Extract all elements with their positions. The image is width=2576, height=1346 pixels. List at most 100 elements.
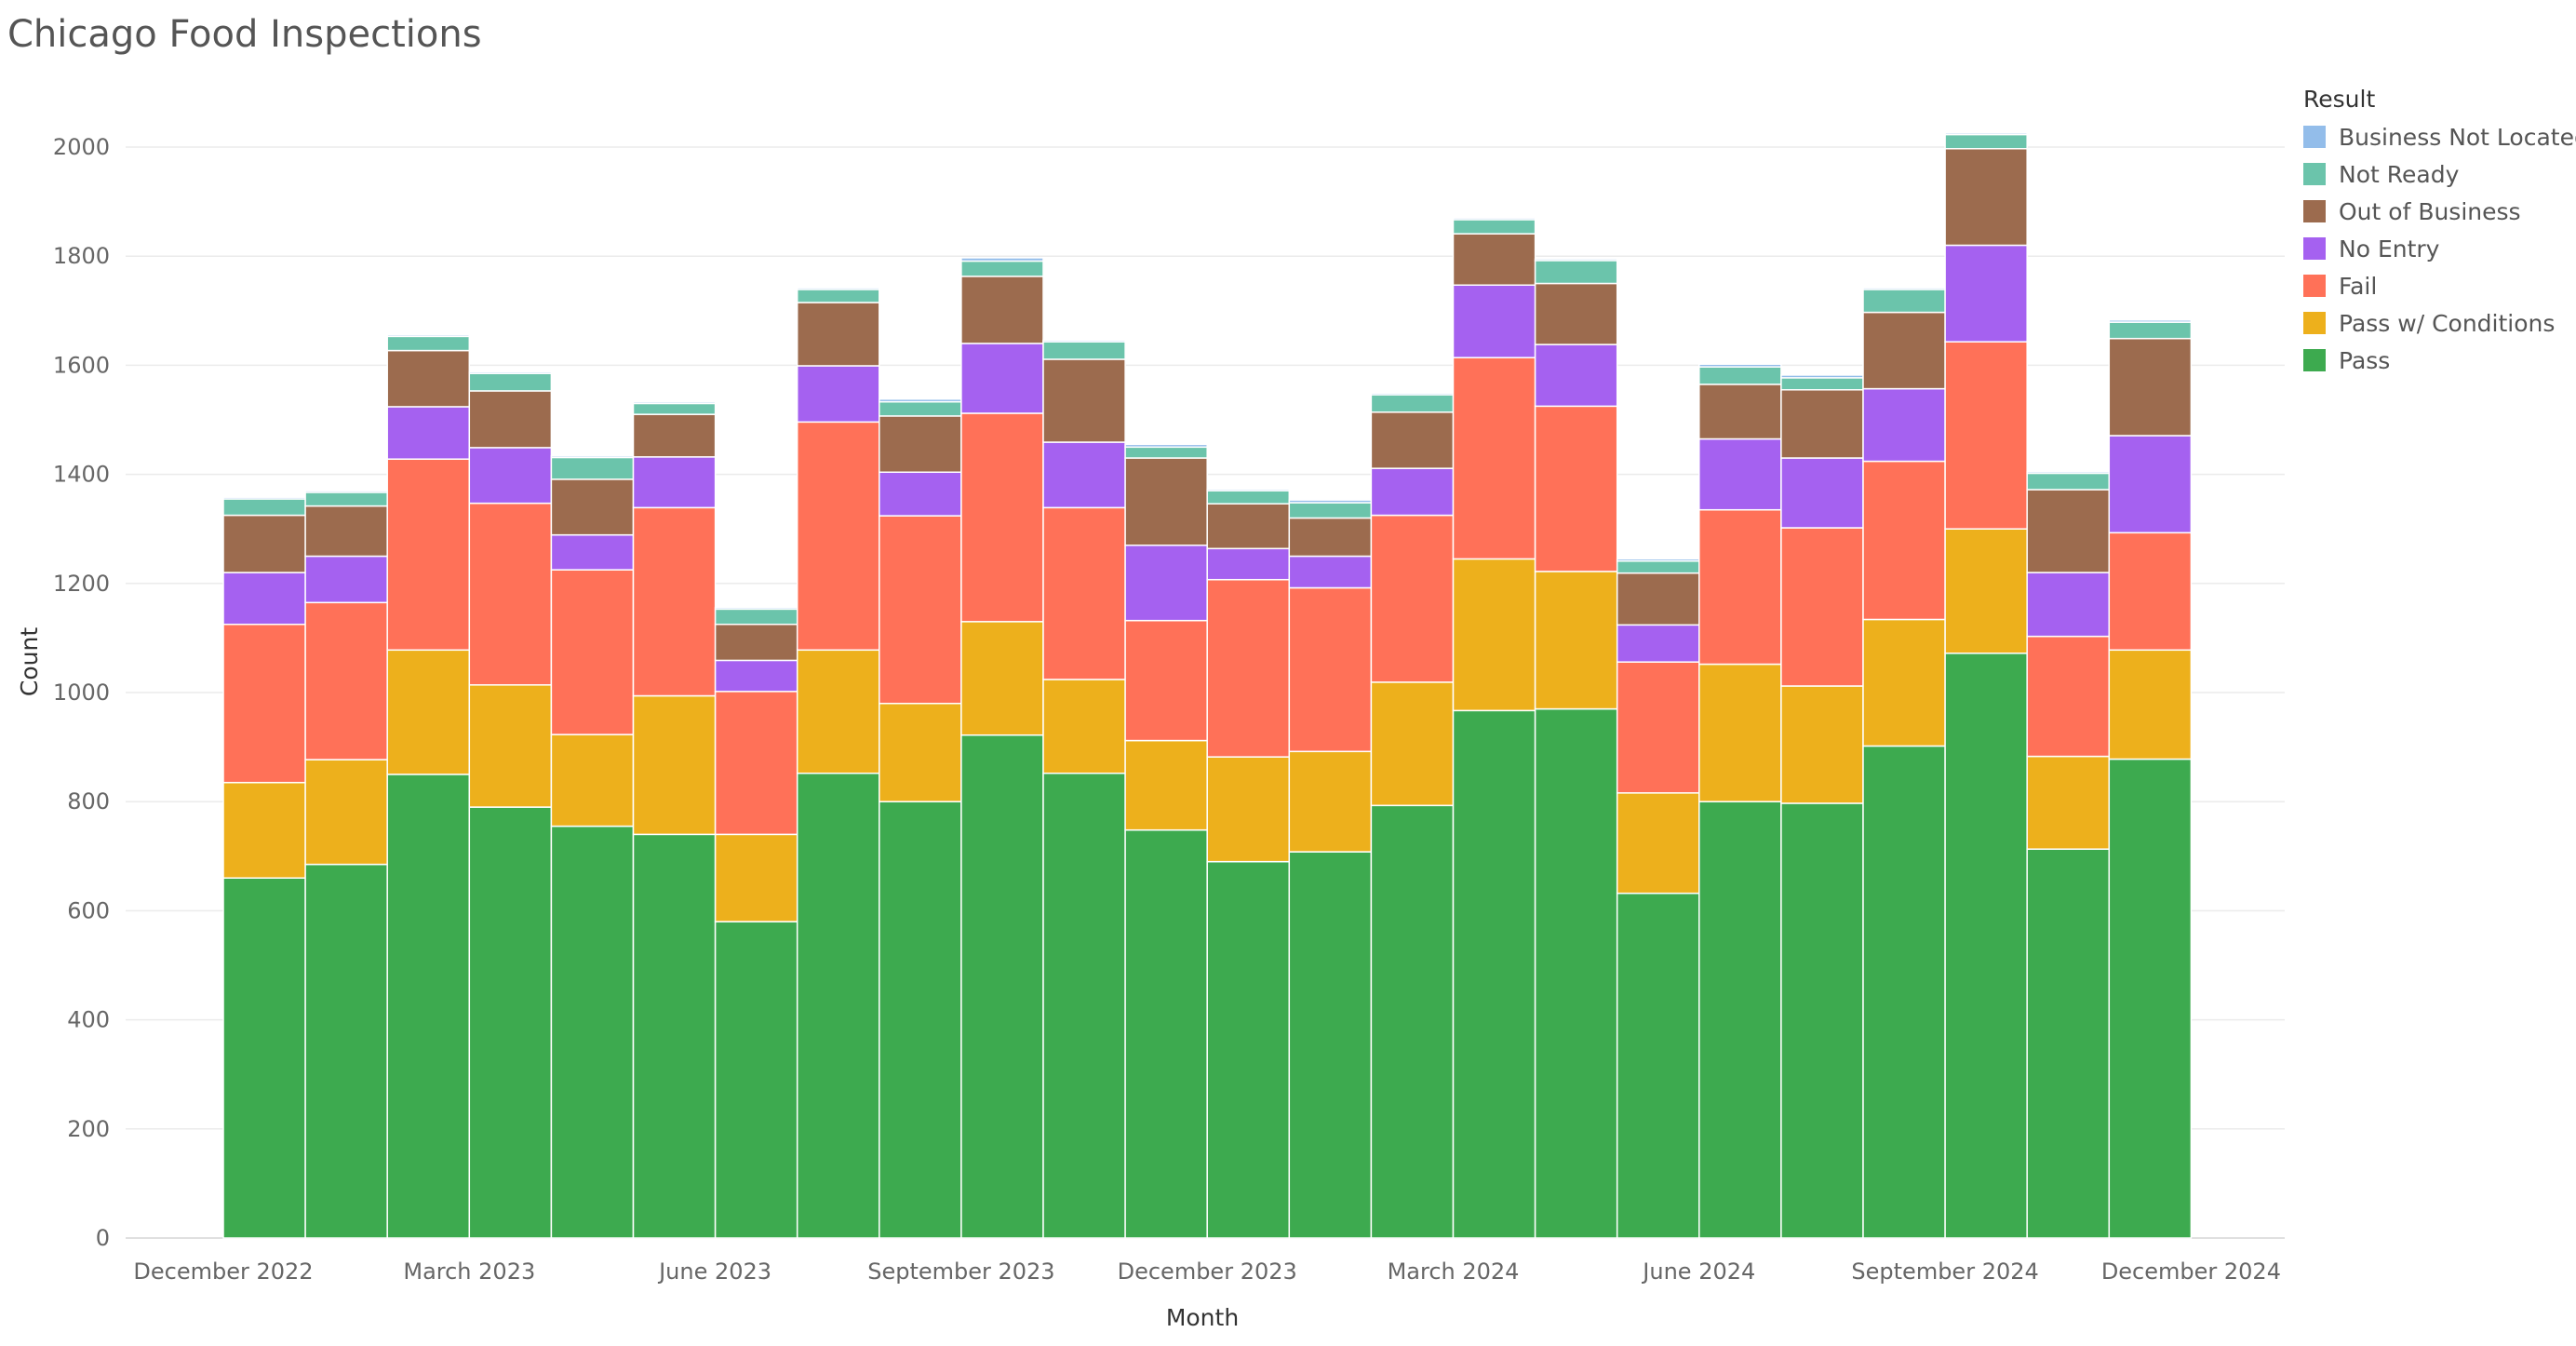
legend-item[interactable]: Fail xyxy=(2303,267,2573,304)
y-axis-title: Count xyxy=(16,627,43,696)
bar-segment xyxy=(1780,685,1864,804)
bar-segment xyxy=(1288,499,1373,504)
bar-segment xyxy=(386,774,471,1239)
x-tick-label: December 2023 xyxy=(1118,1259,1297,1285)
bar-segment xyxy=(1698,437,1782,511)
legend-item[interactable]: Not Ready xyxy=(2303,155,2573,193)
bar-segment xyxy=(714,659,798,693)
bar-segment xyxy=(1042,341,1126,360)
y-tick-label: 400 xyxy=(67,1007,110,1033)
bar-segment xyxy=(550,456,635,480)
bar-segment xyxy=(1370,392,1455,396)
bar-segment xyxy=(1288,851,1373,1239)
bar-segment xyxy=(960,260,1044,277)
bar-segment xyxy=(1780,802,1864,1239)
y-tick-label: 800 xyxy=(67,788,110,814)
legend: Result Business Not Located Not Ready Out … xyxy=(2303,86,2576,379)
bar-segment xyxy=(1124,828,1208,1239)
bar-segment xyxy=(960,343,1044,414)
bar-segment xyxy=(2108,649,2193,760)
legend-item[interactable]: No Entry xyxy=(2303,230,2573,267)
bar-segment xyxy=(1862,618,1946,747)
chart-title: Chicago Food Inspections xyxy=(7,13,482,56)
x-tick-label: June 2024 xyxy=(1641,1259,1755,1285)
bar-segment xyxy=(1616,661,1700,794)
bar-segment xyxy=(1862,387,1946,463)
bar-segment xyxy=(1288,555,1373,589)
x-axis-title: Month xyxy=(1166,1304,1239,1331)
bar-segment xyxy=(1206,488,1291,491)
legend-item[interactable]: Pass w/ Conditions xyxy=(2303,304,2573,342)
bar-segment xyxy=(550,734,635,828)
bar-segment xyxy=(1534,405,1618,572)
y-tick-label: 1800 xyxy=(53,243,110,269)
x-tick-label: March 2023 xyxy=(403,1259,535,1285)
bar-segment xyxy=(468,806,553,1239)
bar-segment xyxy=(386,649,471,775)
y-tick-label: 600 xyxy=(67,897,110,923)
bar-segment xyxy=(2108,532,2193,652)
bar-segment xyxy=(1944,653,2028,1239)
bar-segment xyxy=(1452,357,1536,560)
bar-segment xyxy=(1206,860,1291,1239)
bar-segment xyxy=(632,413,717,458)
bar-segment xyxy=(304,490,388,493)
bar-segment xyxy=(1124,619,1208,742)
bar-segment xyxy=(1452,558,1536,712)
bar-segment xyxy=(2026,572,2111,638)
x-tick-label: December 2022 xyxy=(133,1259,313,1285)
legend-item[interactable]: Pass xyxy=(2303,342,2573,379)
bar-segment xyxy=(1862,287,1946,290)
bar-segment xyxy=(1124,739,1208,831)
bar-segment xyxy=(1616,572,1700,626)
bar-segment xyxy=(222,498,306,517)
bar-segment xyxy=(1370,514,1455,683)
bar-segment xyxy=(304,555,388,604)
bar-segment xyxy=(632,402,717,415)
x-tick-label: September 2024 xyxy=(1851,1259,2038,1285)
bar-segment xyxy=(1698,384,1782,440)
legend-item[interactable]: Business Not Located xyxy=(2303,118,2576,155)
legend-item[interactable]: Out of Business xyxy=(2303,193,2573,230)
bar-segment xyxy=(468,370,553,374)
bar-segment xyxy=(1780,374,1864,379)
x-tick-label: September 2023 xyxy=(867,1259,1054,1285)
legend-label: Not Ready xyxy=(2339,160,2460,188)
bar-segment xyxy=(1206,490,1291,505)
bar-segment xyxy=(2108,319,2193,323)
bar-segment xyxy=(1944,133,2028,150)
legend-title: Result xyxy=(2303,86,2376,113)
bar-segment xyxy=(550,454,635,459)
bar-segment xyxy=(386,458,471,652)
y-tick-label: 1200 xyxy=(53,571,110,597)
legend-swatch xyxy=(2303,126,2326,148)
legend-label: No Entry xyxy=(2339,235,2440,262)
y-tick-label: 200 xyxy=(67,1116,110,1142)
bar-segment xyxy=(1862,311,1946,390)
bar-segment xyxy=(960,276,1044,344)
bar-segment xyxy=(304,759,388,866)
bar-segment xyxy=(1862,289,1946,314)
bar-segment xyxy=(1124,545,1208,622)
bar-segment xyxy=(1534,343,1618,408)
bar-segment xyxy=(2108,321,2193,340)
bar-segment xyxy=(1042,506,1126,680)
bar-segment xyxy=(960,734,1044,1239)
bar-segment xyxy=(2026,755,2111,850)
bar-segment xyxy=(1862,460,1946,621)
bar-segment xyxy=(222,496,306,500)
bar-segment xyxy=(1370,804,1455,1239)
legend-label: Fail xyxy=(2339,272,2378,300)
bar-segment xyxy=(796,772,880,1239)
bar-segment xyxy=(714,833,798,922)
bar-segment xyxy=(879,397,962,403)
bar-segment xyxy=(632,400,717,405)
bar-segment xyxy=(1042,679,1126,774)
legend-swatch xyxy=(2303,349,2326,371)
bar-segment xyxy=(796,287,880,290)
bar-segment xyxy=(1534,258,1618,262)
bar-segment xyxy=(1206,756,1291,863)
bar-segment xyxy=(1370,467,1455,517)
bar-segment xyxy=(1944,528,2028,654)
bar-segment xyxy=(1124,457,1208,546)
